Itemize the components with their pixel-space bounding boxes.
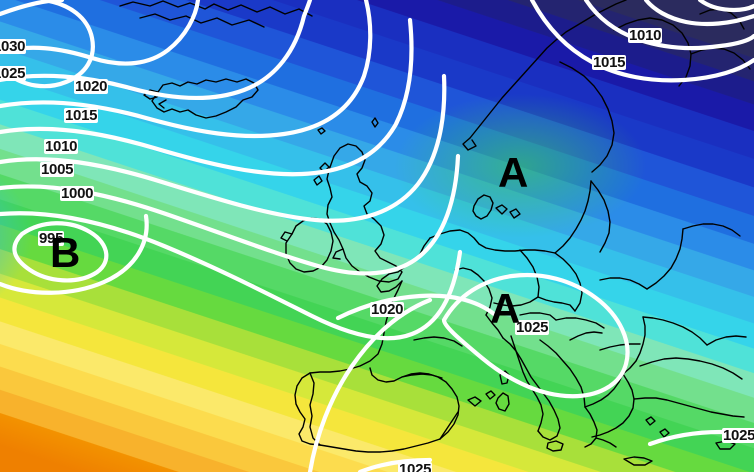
isobar-1010-scandinavia bbox=[583, 0, 754, 51]
border-hungary bbox=[555, 317, 605, 329]
coast-brittany bbox=[376, 271, 403, 293]
coast-blacksea-north bbox=[639, 357, 743, 380]
coast-wales bbox=[332, 248, 344, 260]
border-russia-west bbox=[646, 228, 684, 290]
isobar-1020-west bbox=[307, 297, 433, 472]
isobar-1035 bbox=[0, 0, 65, 17]
border-balkans bbox=[584, 373, 624, 408]
coast-denmark bbox=[472, 194, 494, 220]
border-russia-south bbox=[706, 335, 747, 346]
coast-balearics2 bbox=[485, 390, 496, 400]
isobar-label-1025-aegean: 1025 bbox=[722, 428, 754, 443]
isobar-1005 bbox=[0, 153, 461, 276]
isobar-label-1025-alps: 1025 bbox=[515, 319, 550, 336]
warm-ridge-iberia bbox=[0, 312, 660, 472]
border-poland bbox=[554, 252, 583, 312]
isobar-1025-alps-closed bbox=[441, 272, 630, 399]
isobar-1015-scandinavia bbox=[529, 0, 754, 83]
isobar-label-1005-northatlantic: 1005 bbox=[40, 161, 75, 178]
isobar-1020 bbox=[0, 0, 373, 139]
coast-greece-west bbox=[584, 406, 598, 448]
isobar-label-1000-northatlantic: 1000 bbox=[60, 185, 95, 202]
coast-balearics bbox=[467, 396, 482, 407]
coast-iceland-fjords bbox=[143, 89, 159, 100]
temperate-tongue-central-europe bbox=[260, 70, 680, 310]
isobar-995-outer bbox=[0, 213, 149, 295]
coast-russia-north bbox=[690, 47, 751, 70]
coast-low-countries bbox=[429, 229, 556, 254]
border-france-spain bbox=[413, 336, 463, 347]
border-germany-east bbox=[519, 249, 540, 298]
isobar-1000 bbox=[0, 211, 463, 341]
border-belarus bbox=[599, 277, 648, 290]
coast-aegean-isles bbox=[645, 416, 656, 426]
coast-danish-isles2 bbox=[509, 208, 521, 219]
coast-aegean-isles2 bbox=[659, 428, 670, 438]
border-russia-ne bbox=[682, 223, 741, 237]
isobar-1030-closed bbox=[5, 0, 95, 89]
isobar-1010 bbox=[0, 73, 447, 223]
isobar-label-995-low-centre: 995 bbox=[38, 230, 65, 247]
coast-danish-isles bbox=[495, 204, 508, 215]
coast-greenland bbox=[119, 0, 313, 17]
isobar-label-1010-scandinavia: 1010 bbox=[628, 27, 663, 44]
coast-iceland-fjords2 bbox=[158, 99, 167, 109]
isobar-1020-france bbox=[335, 293, 497, 321]
coast-crete bbox=[623, 456, 653, 466]
isobar-1030 bbox=[0, 0, 201, 66]
isobar-label-1020-northatlantic: 1020 bbox=[74, 78, 109, 95]
coast-faroe bbox=[317, 127, 326, 135]
isobar-1025-iberia bbox=[357, 457, 433, 472]
border-portugal bbox=[309, 372, 321, 446]
isobar-1000-arctic bbox=[697, 0, 754, 13]
isobar-label-1015-scandinavia: 1015 bbox=[592, 54, 627, 71]
isobar-label-1015-northatlantic: 1015 bbox=[64, 107, 99, 124]
border-germany-south bbox=[493, 296, 539, 307]
coast-iberia-south bbox=[319, 438, 441, 453]
coast-italy-west bbox=[502, 337, 561, 441]
border-balkan-inner bbox=[569, 331, 603, 341]
coast-iceland bbox=[151, 78, 259, 119]
border-france-italy bbox=[485, 314, 504, 339]
coast-turkey-north bbox=[633, 397, 745, 418]
border-spain-france bbox=[401, 373, 443, 379]
coast-sicily bbox=[546, 440, 564, 452]
coast-norway-fjords bbox=[462, 137, 477, 151]
isobar-995-closed bbox=[12, 221, 109, 283]
isobar-1015 bbox=[0, 17, 414, 177]
isobar-label-1020-france: 1020 bbox=[370, 301, 405, 318]
high-pressure-marker-north-sea: A bbox=[498, 149, 529, 196]
coast-ireland-west bbox=[280, 231, 293, 242]
coast-shetland bbox=[371, 117, 379, 128]
coast-baltic-east bbox=[559, 61, 615, 173]
coast-greenland-inner bbox=[139, 13, 265, 28]
coast-iberia-west bbox=[294, 372, 321, 446]
border-france-east bbox=[439, 411, 459, 440]
coast-greece-east bbox=[591, 373, 635, 438]
coast-italy-east bbox=[510, 335, 544, 432]
coast-scotland-isles2 bbox=[313, 175, 323, 186]
isobar-1025 bbox=[0, 0, 313, 101]
isobar-1005-scandinavia bbox=[643, 0, 754, 27]
border-baltic-inner bbox=[590, 180, 611, 253]
isobar-label-1010-northatlantic: 1010 bbox=[44, 138, 79, 155]
border-romania bbox=[599, 343, 641, 351]
high-pressure-marker-alps: A bbox=[490, 285, 521, 332]
coast-peloponnese bbox=[595, 437, 617, 448]
border-ukraine bbox=[642, 316, 708, 346]
coast-finland-north bbox=[613, 17, 692, 87]
border-czech bbox=[537, 296, 576, 312]
border-france-belgium bbox=[454, 267, 485, 282]
isobar-label-1030-left: 1030 bbox=[0, 39, 27, 54]
border-east-europe bbox=[622, 316, 646, 375]
low-pressure-marker-atlantic: B bbox=[50, 229, 81, 276]
isobar-label-1025-left: 1025 bbox=[0, 66, 27, 81]
isobar-label-1025-iberia-south: 1025 bbox=[398, 462, 433, 472]
border-austria bbox=[519, 312, 557, 321]
coast-sardinia bbox=[495, 392, 510, 412]
coast-baltic-states bbox=[554, 180, 592, 254]
